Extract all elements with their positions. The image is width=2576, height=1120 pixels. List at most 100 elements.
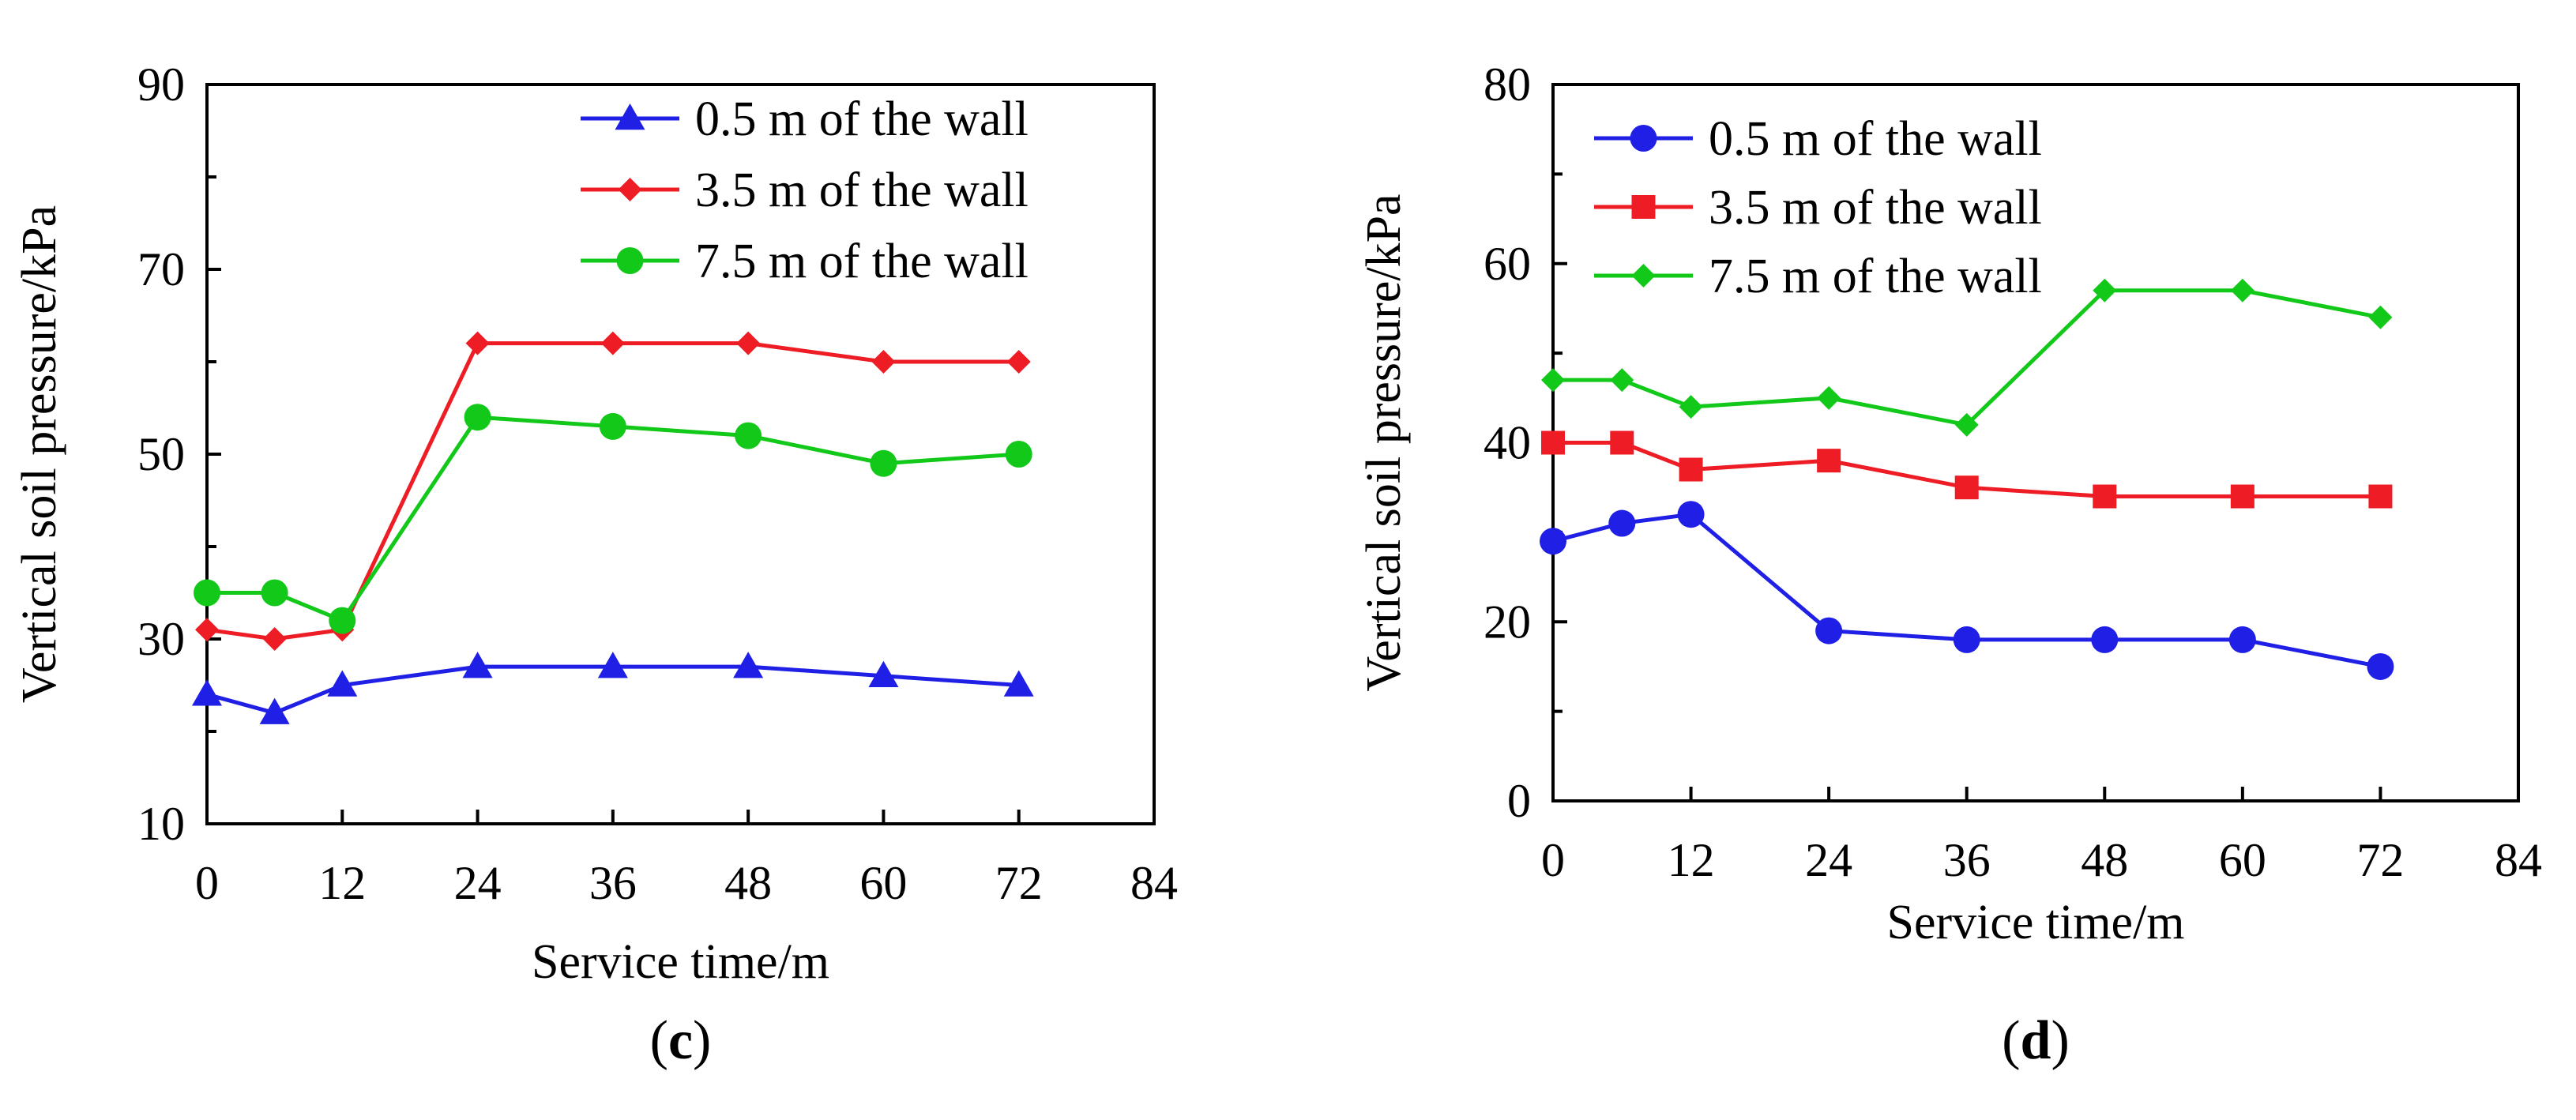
x-axis-label: Service time/m: [532, 935, 829, 989]
data-point: [1608, 509, 1636, 537]
data-point: [329, 607, 356, 634]
x-tick-label: 72: [2356, 834, 2404, 886]
legend-marker: [1631, 195, 1656, 219]
x-tick-label: 48: [724, 857, 772, 909]
data-point: [465, 331, 490, 355]
data-point: [462, 652, 493, 678]
legend-label: 7.5 m of the wall: [695, 235, 1029, 288]
legend-marker: [616, 247, 644, 274]
x-tick-label: 0: [1541, 834, 1565, 886]
data-point: [597, 652, 628, 678]
data-point: [195, 618, 219, 642]
data-point: [2368, 305, 2393, 329]
legend-marker: [1631, 264, 1656, 288]
legend-label: 7.5 m of the wall: [1709, 250, 2042, 303]
data-point: [262, 627, 287, 651]
data-point: [261, 579, 288, 607]
data-point: [600, 331, 625, 355]
data-point: [2228, 626, 2256, 653]
data-point: [2367, 652, 2394, 680]
legend: 0.5 m of the wall 3.5 m of the wall 7.5 m …: [1594, 112, 2042, 303]
y-tick-label: 30: [137, 613, 185, 665]
series-line: [206, 341, 1019, 641]
data-point: [599, 412, 626, 440]
y-tick-label: 70: [137, 243, 185, 295]
data-point: [2093, 484, 2117, 509]
legend-label: 3.5 m of the wall: [695, 163, 1029, 217]
series-line: [207, 415, 1019, 623]
x-tick-label: 60: [859, 857, 907, 909]
x-axis-label: Service time/m: [1886, 896, 2184, 949]
data-point: [736, 331, 761, 355]
data-point: [1817, 449, 1841, 473]
legend-marker: [1630, 125, 1657, 152]
x-tick-label: 48: [2081, 834, 2128, 886]
panel-label: (c): [650, 1010, 712, 1071]
chart-panel-d: 0 20 40 60 80 0 12 24 36 48 60 72 84 Service time/m Ve…: [1357, 58, 2542, 1071]
x-tick-label: 72: [995, 857, 1043, 909]
y-tick-label: 10: [137, 798, 185, 850]
data-point: [1540, 528, 1566, 555]
series-3: [1541, 278, 2393, 437]
data-point: [1541, 430, 1565, 455]
data-point: [2091, 626, 2119, 653]
x-tick-label: 60: [2219, 834, 2266, 886]
data-point: [1003, 670, 1034, 697]
x-tick-label: 12: [1668, 834, 1715, 886]
data-point: [870, 449, 897, 477]
data-point: [871, 350, 896, 374]
legend-label: 3.5 m of the wall: [1709, 181, 2042, 235]
data-point: [259, 697, 290, 724]
data-point: [735, 422, 762, 449]
data-point: [1610, 368, 1634, 393]
legend: 0.5 m of the wall 3.5 m of the wall 7.5 m …: [581, 92, 1029, 288]
data-point: [1953, 626, 1980, 653]
x-tick-label: 84: [2495, 834, 2542, 886]
data-point: [1677, 501, 1705, 528]
y-axis-label: Vertical soil pressure/kPa: [1357, 194, 1411, 691]
x-tick-label: 12: [318, 857, 366, 909]
data-point: [1005, 441, 1032, 468]
data-point: [2093, 278, 2117, 303]
data-point: [1817, 385, 1841, 410]
series-1: [1540, 501, 2394, 680]
data-point: [327, 670, 358, 697]
panel-label-close: ): [693, 1010, 711, 1071]
panel-label: (d): [2002, 1010, 2070, 1071]
data-point: [1679, 457, 1703, 482]
legend-label: 0.5 m of the wall: [1709, 112, 2042, 166]
data-point: [1954, 412, 1979, 437]
series-2: [195, 331, 1031, 651]
series-line: [1553, 288, 2381, 427]
chart-panel-c: 10 30 50 70 90 0 12 24 36 48 60 72 84 Service time/m V…: [13, 58, 1178, 1071]
data-point: [464, 404, 491, 431]
y-tick-label: 40: [1484, 417, 1531, 469]
data-point: [1815, 617, 1843, 645]
y-tick-label: 20: [1484, 596, 1531, 648]
panel-label-close: ): [2051, 1010, 2069, 1071]
legend-marker: [618, 178, 642, 201]
data-point: [1679, 395, 1703, 419]
x-tick-label: 0: [195, 857, 219, 909]
y-tick-label: 50: [137, 428, 185, 480]
data-point: [868, 660, 899, 688]
legend-label: 0.5 m of the wall: [695, 92, 1029, 146]
panel-label-letter: c: [668, 1010, 693, 1071]
series-2: [1541, 430, 2393, 509]
data-point: [2230, 484, 2254, 509]
data-point: [2230, 278, 2254, 303]
data-point: [1610, 430, 1634, 455]
data-point: [192, 679, 222, 706]
x-tick-label: 36: [1943, 834, 1991, 886]
data-point: [733, 652, 764, 678]
y-axis-label: Vertical soil pressure/kPa: [13, 205, 66, 703]
y-tick-label: 0: [1507, 775, 1531, 827]
panel-label-letter: d: [2021, 1010, 2051, 1071]
series-line: [206, 664, 1019, 716]
series-1: [192, 652, 1034, 724]
x-tick-label: 24: [1805, 834, 1852, 886]
legend-marker: [615, 103, 645, 130]
x-tick-label: 36: [589, 857, 637, 909]
x-tick-label: 84: [1130, 857, 1178, 909]
y-tick-label: 60: [1484, 238, 1531, 290]
